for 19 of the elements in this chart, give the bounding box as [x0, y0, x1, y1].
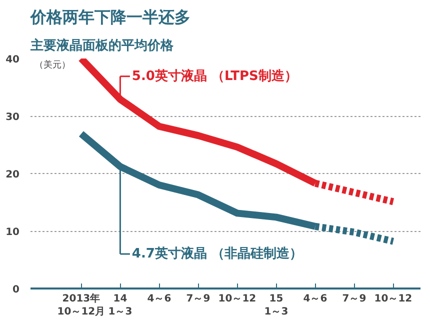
- y-tick-label: 40: [6, 54, 20, 66]
- legend-label: 5.0英寸液晶 （LTPS制造）: [132, 68, 298, 84]
- y-tick-label: 0: [12, 284, 20, 296]
- x-tick-label: 4～6: [147, 294, 172, 304]
- x-tick-label: 14 1～3: [108, 294, 132, 318]
- y-tick-label: 20: [6, 170, 20, 180]
- y-tick-label: 10: [6, 227, 20, 238]
- legend-label: 4.7英寸液晶 （非晶硅制造）: [132, 246, 302, 262]
- chart-title: 价格两年下降一半还多: [30, 8, 190, 26]
- x-tick-label: 2013年 10～12月: [57, 292, 106, 318]
- y-tick-label: 30: [6, 112, 20, 123]
- x-tick-label: 4～6: [303, 294, 328, 304]
- x-tick-label: 15 1～3: [264, 294, 288, 318]
- y-axis-title: （美元）: [34, 60, 70, 70]
- x-tick-label: 7～9: [186, 294, 210, 304]
- x-tick-label: 10～12: [374, 294, 412, 304]
- x-tick-label: 7～9: [342, 294, 366, 304]
- chart-subtitle: 主要液晶面板的平均价格: [30, 38, 174, 54]
- x-tick-label: 10～12: [218, 294, 256, 304]
